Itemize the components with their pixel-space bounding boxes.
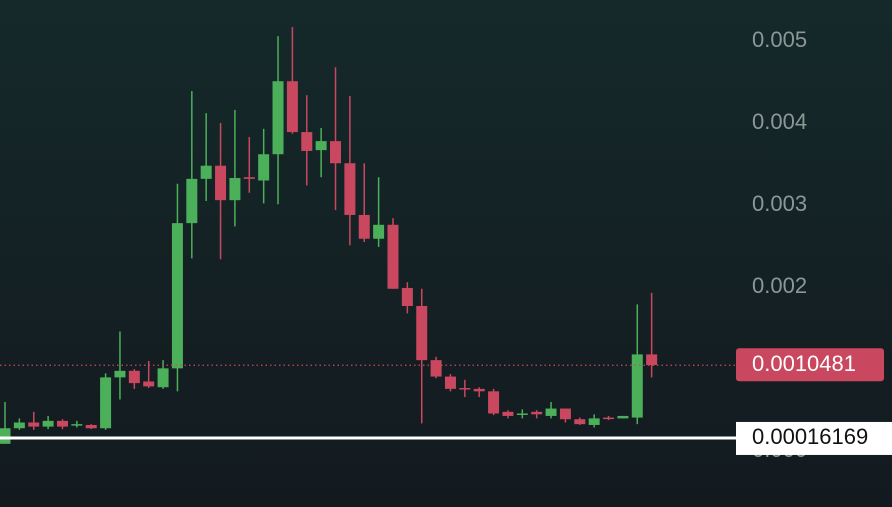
current-price-label: 0.0010481 [752,351,856,376]
candle-body [574,419,586,425]
candle-body [401,287,413,307]
candle-body [344,163,356,215]
candle-body [387,224,399,289]
candle-body [646,354,658,366]
candle-body [459,388,471,390]
candle-body [559,408,571,420]
candle-body [588,418,600,425]
candle-body [603,417,615,420]
candle-body [315,141,327,151]
candle-body [617,415,629,419]
candle-body [416,306,428,361]
candle-body [258,154,270,181]
candle-body [100,377,112,429]
candle-body [215,165,227,201]
candle-body [186,178,198,224]
reference-price-box [736,421,892,455]
y-tick-label: 0.004 [752,109,807,134]
candle-body [128,370,140,384]
candle-body [488,391,500,414]
candle-body [502,411,514,416]
candle-body [243,177,255,179]
candle-body [373,224,385,239]
candle-body [516,413,528,415]
candle-body [286,81,298,133]
current-price-box [736,348,884,382]
candle-body [200,165,212,179]
candle-body [114,370,126,378]
reference-price-label: 0.00016169 [752,424,868,449]
candle-body [71,424,83,426]
candle-body [631,354,643,418]
y-tick-label: 0.003 [752,191,807,216]
candle-body [358,214,370,239]
candle-body [0,428,11,444]
candle-body [229,178,241,201]
candle-body [42,420,54,427]
candle-body [143,381,155,387]
candle-body [272,81,284,155]
candle-body [330,141,342,164]
candle-body [28,422,40,427]
candle-body [171,223,183,369]
y-tick-label: 0.005 [752,27,807,52]
candle-body [430,360,442,377]
candle-body [157,368,169,388]
candle-body [301,132,313,151]
candle-body [56,420,68,427]
candle-body [531,411,543,415]
candle-body [473,388,485,392]
y-tick-label: 0.002 [752,273,807,298]
candle-body [13,422,25,429]
candle-body [85,424,97,429]
candle-body [444,376,456,389]
candle-body [545,408,557,416]
